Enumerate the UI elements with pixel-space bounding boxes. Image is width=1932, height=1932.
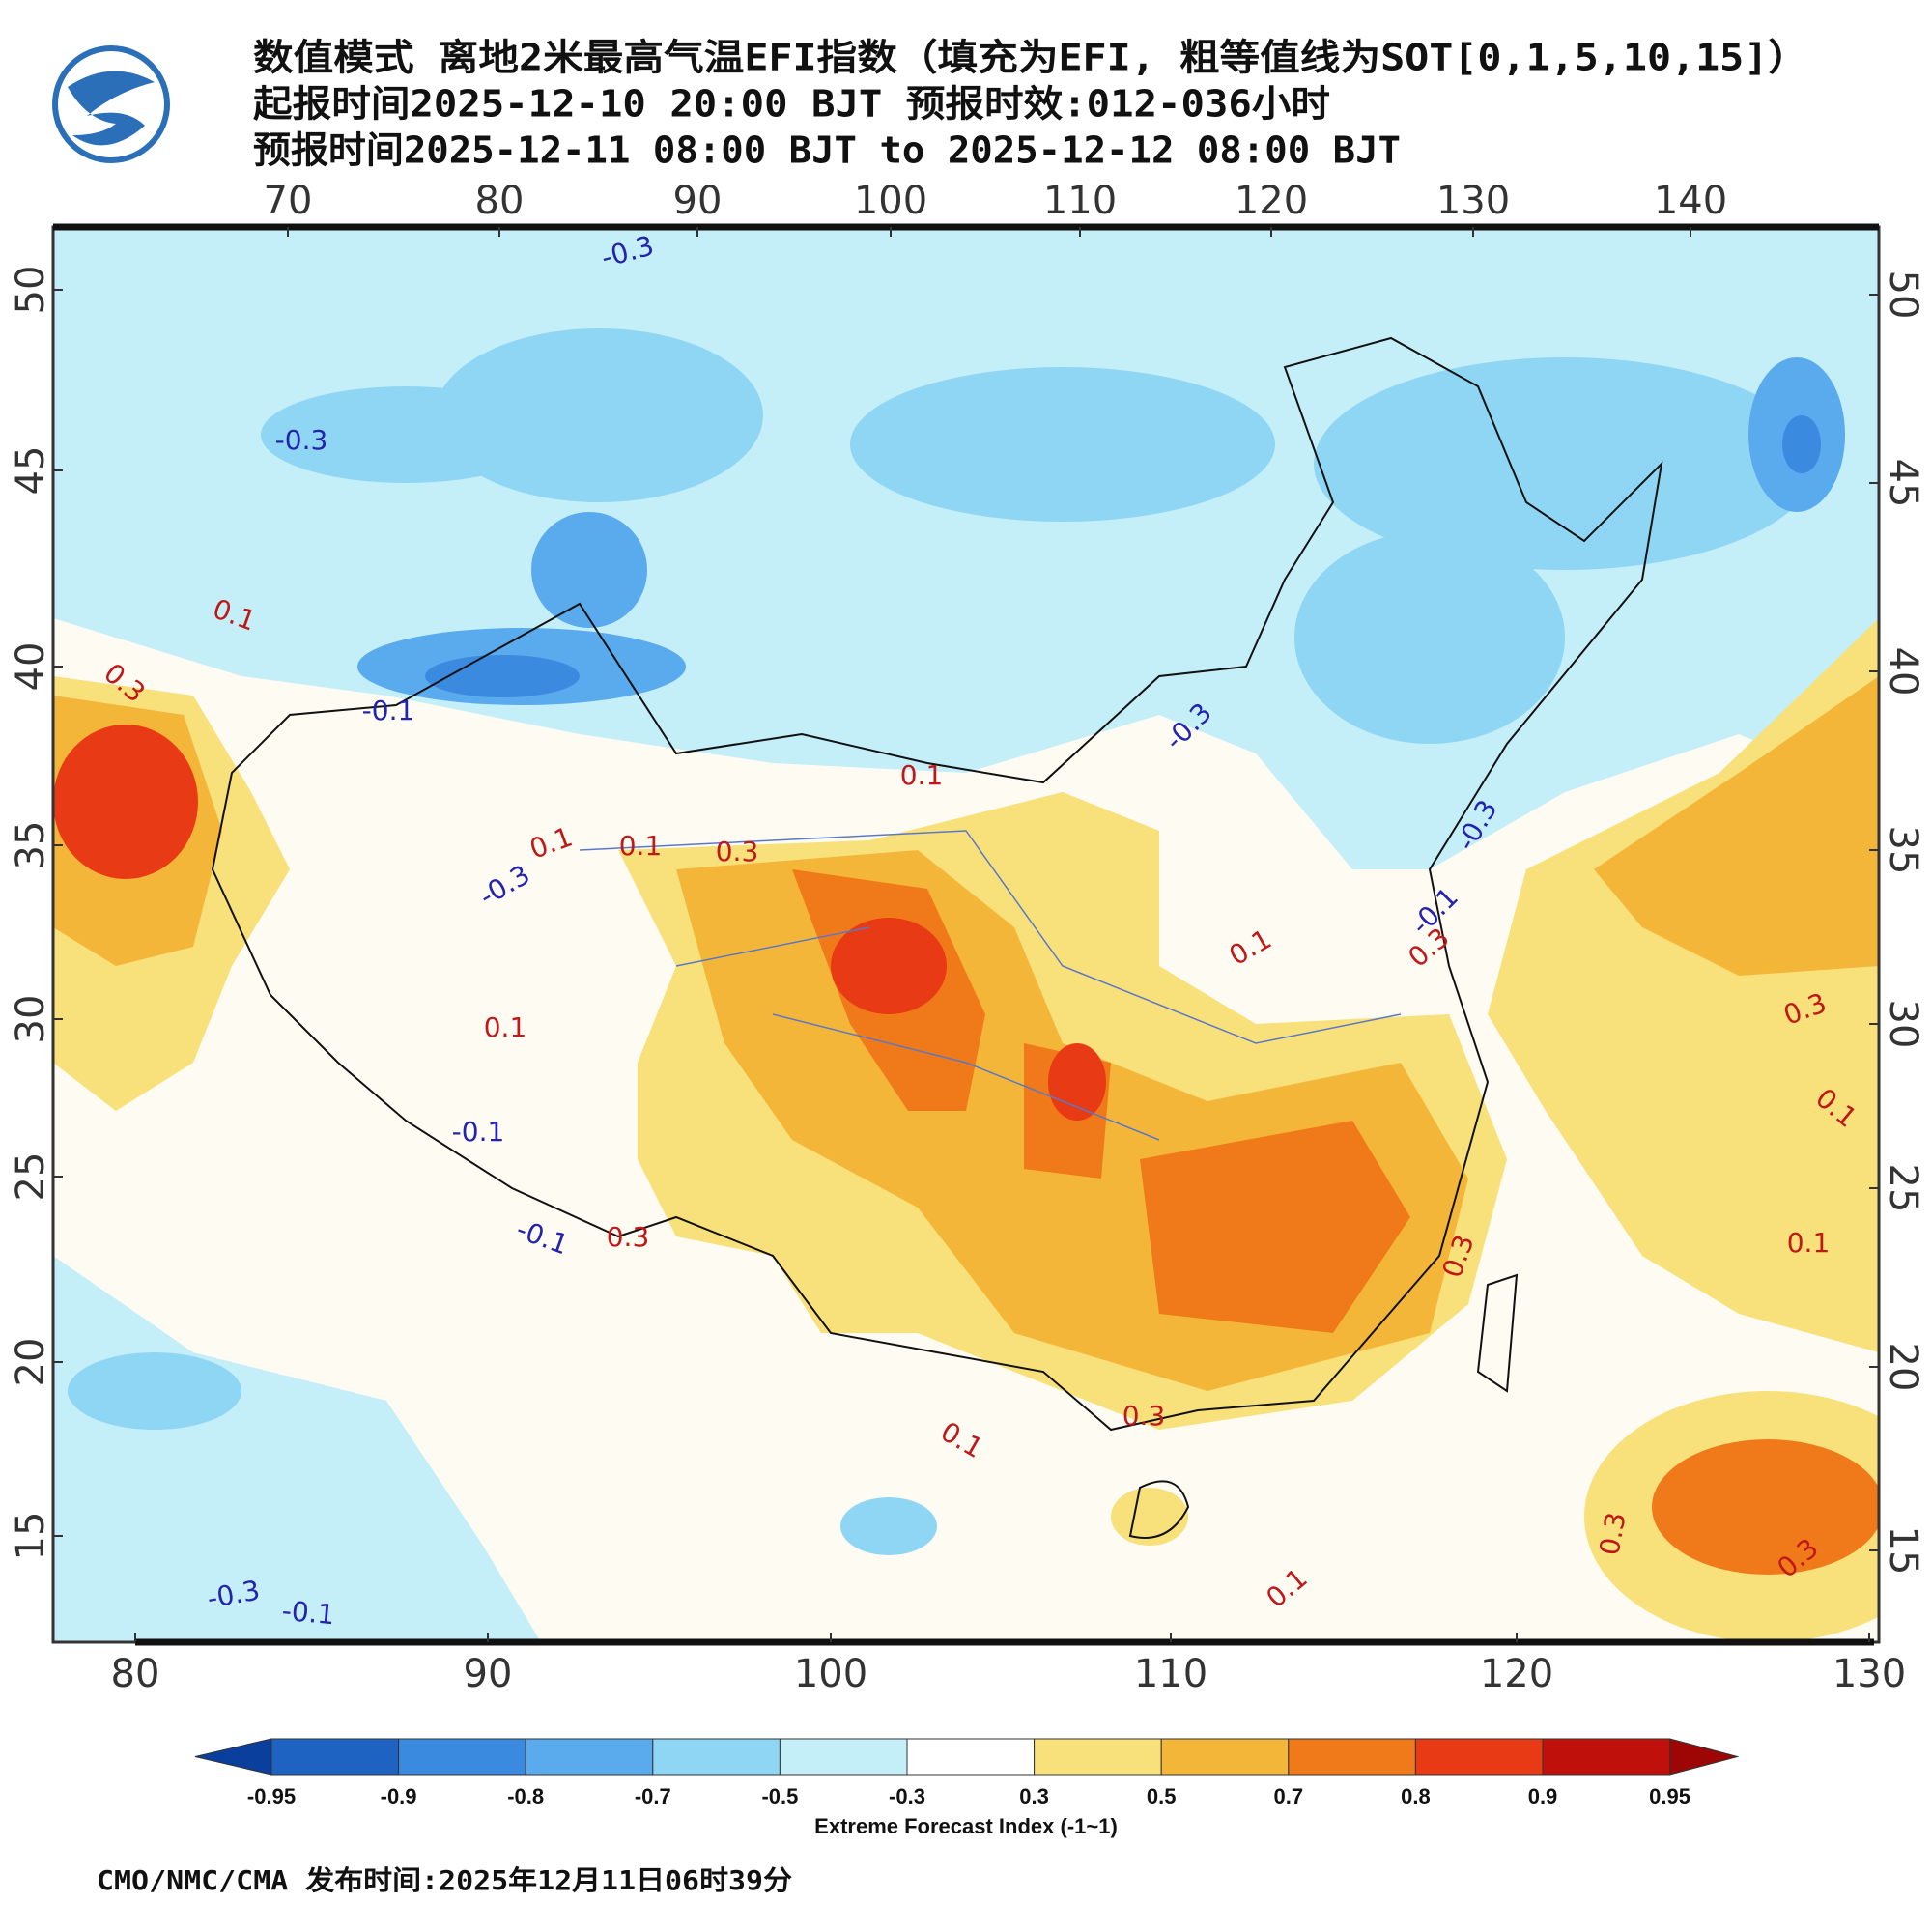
efi-area — [1294, 531, 1565, 744]
lon-label: 120 — [1480, 1652, 1553, 1696]
contour-label: -0.1 — [280, 1595, 335, 1632]
efi-area — [425, 655, 580, 697]
contour-label: 0.1 — [900, 759, 944, 791]
colorbar-title: Extreme Forecast Index (-1~1) — [814, 1814, 1118, 1838]
lon-label: 90 — [464, 1652, 513, 1696]
lat-label: 40 — [1881, 647, 1925, 696]
lon-label: 110 — [1134, 1652, 1208, 1696]
efi-area — [831, 918, 947, 1014]
colorbar-label: 0.9 — [1528, 1784, 1558, 1808]
lat-label: 50 — [1881, 270, 1925, 320]
colorbar-extend-low — [194, 1738, 272, 1776]
colorbar-extend-high — [1669, 1738, 1740, 1776]
efi-area — [531, 512, 647, 628]
lon-label: 80 — [111, 1652, 160, 1696]
lat-label: 40 — [9, 642, 53, 692]
contour-label: -0.1 — [452, 1116, 505, 1148]
efi-area — [261, 386, 551, 483]
lon-label: 130 — [1436, 179, 1510, 223]
map-title: 数值模式 离地2米最高气温EFI指数（填充为EFI, 粗等值线为SOT[0,1,… — [253, 37, 1808, 79]
valid-time: 预报时间2025-12-11 08:00 BJT to 2025-12-12 0… — [253, 129, 1401, 172]
map-field — [53, 227, 1879, 1642]
colorbar-label: -0.9 — [381, 1784, 417, 1808]
footer: CMO/NMC/CMA 发布时间:2025年12月11日06时39分 — [97, 1864, 792, 1896]
lat-label: 15 — [9, 1512, 53, 1561]
contour-label: 0.3 — [1122, 1400, 1166, 1432]
colorbar-label: -0.95 — [247, 1784, 296, 1808]
efi-area — [840, 1497, 937, 1555]
colorbar-segment — [652, 1738, 781, 1776]
lon-label: 100 — [854, 179, 927, 223]
lon-label: 130 — [1833, 1652, 1906, 1696]
efi-area — [850, 367, 1275, 522]
efi-area — [1314, 357, 1816, 570]
colorbar-label: -0.3 — [889, 1784, 925, 1808]
efi-area — [1048, 1043, 1106, 1121]
colorbar-label: 0.5 — [1147, 1784, 1177, 1808]
colorbar-segment — [398, 1738, 526, 1776]
colorbar-segment — [1288, 1738, 1416, 1776]
lon-label: 140 — [1654, 179, 1727, 223]
contour-label: -0.1 — [362, 695, 415, 726]
lat-label: 20 — [9, 1338, 53, 1387]
colorbar-segment — [1414, 1738, 1544, 1776]
lat-label: 50 — [9, 266, 53, 315]
colorbar-label: 0.7 — [1274, 1784, 1304, 1808]
lon-label: 120 — [1235, 179, 1308, 223]
efi-area — [1140, 1121, 1410, 1333]
lat-label: 20 — [1881, 1343, 1925, 1392]
colorbar-label: 0.3 — [1019, 1784, 1049, 1808]
contour-label: 0.3 — [607, 1221, 650, 1253]
efi-area — [1652, 1439, 1879, 1575]
contour-label: 0.1 — [619, 830, 663, 862]
lon-label: 100 — [794, 1652, 867, 1696]
colorbar-segment — [1542, 1738, 1671, 1776]
efi-area — [53, 724, 198, 879]
colorbar-label: 0.95 — [1649, 1784, 1690, 1808]
contour-label: 0.1 — [1787, 1227, 1831, 1259]
colorbar-segment — [270, 1738, 400, 1776]
colorbar-label: -0.5 — [761, 1784, 798, 1808]
efi-area — [1594, 676, 1879, 976]
lat-label: 30 — [9, 995, 53, 1044]
lat-label: 35 — [1881, 826, 1925, 875]
lon-label: 110 — [1043, 179, 1117, 223]
contour-label: 0.3 — [716, 836, 759, 867]
lat-label: 45 — [1881, 459, 1925, 508]
lon-label: 70 — [264, 179, 313, 223]
lat-label: 25 — [1881, 1164, 1925, 1213]
contour-label: 0.3 — [1593, 1510, 1632, 1558]
issue-time: 起报时间2025-12-10 20:00 BJT 预报时效:012-036小时 — [253, 83, 1330, 126]
efi-area — [68, 1352, 242, 1430]
colorbar-segment — [525, 1738, 654, 1776]
colorbar-segment — [1034, 1738, 1162, 1776]
lon-label: 90 — [673, 179, 723, 223]
lat-label: 35 — [9, 821, 53, 870]
efi-area — [1782, 415, 1821, 473]
lat-label: 30 — [1881, 1000, 1925, 1049]
efi-area — [53, 1256, 541, 1642]
colorbar-label: 0.8 — [1401, 1784, 1431, 1808]
contour-label: 0.1 — [484, 1011, 527, 1043]
lat-label: 25 — [9, 1152, 53, 1202]
lat-label: 15 — [1881, 1526, 1925, 1576]
lon-label: 80 — [475, 179, 525, 223]
lat-label: 45 — [9, 446, 53, 496]
colorbar-label: -0.7 — [635, 1784, 671, 1808]
contour-label: -0.3 — [275, 424, 328, 456]
logo — [52, 45, 170, 163]
colorbar-segment — [1160, 1738, 1290, 1776]
colorbar-segment — [779, 1738, 908, 1776]
colorbar-segment — [906, 1738, 1036, 1776]
colorbar-label: -0.8 — [507, 1784, 544, 1808]
